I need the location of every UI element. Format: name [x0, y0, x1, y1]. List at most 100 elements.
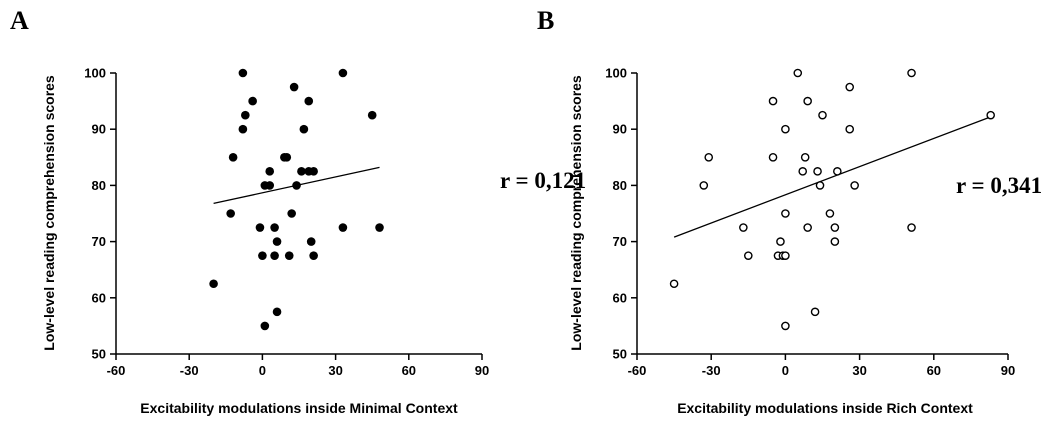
panel-b-x-tick-label: -60 — [628, 363, 647, 378]
panel-a: A Low-level reading comprehension scores… — [10, 6, 586, 416]
panel-a-data-point — [238, 124, 248, 134]
panel-b-x-tick-label: -30 — [702, 363, 721, 378]
panel-b-data-point — [781, 124, 790, 134]
panel-b-y-tick-label: 80 — [613, 178, 627, 193]
panel-b-data-point — [793, 68, 803, 78]
panel-a-data-point — [258, 251, 267, 260]
panel-b-x-tick-label: 90 — [1001, 363, 1015, 378]
panel-b-data-point — [798, 167, 808, 176]
panel-a-data-point — [255, 223, 265, 232]
panel-a-data-point — [289, 82, 299, 92]
panel-b-x-axis-title: Excitability modulations inside Rich Con… — [677, 400, 973, 416]
panel-b: B Low-level reading comprehension scores… — [537, 6, 1042, 416]
panel-a-data-point — [228, 153, 238, 162]
panel-b-data-point — [776, 237, 785, 246]
panel-a-y-axis-title: Low-level reading comprehension scores — [41, 75, 57, 351]
panel-b-data-point — [768, 152, 778, 162]
panel-b-data-point — [781, 321, 790, 331]
panel-b-data-point — [850, 181, 859, 190]
panel-b-data-point — [845, 124, 855, 134]
panel-b-data-point — [907, 68, 916, 78]
panel-b-data-point — [768, 96, 778, 106]
panel-a-y-tick-label: 80 — [92, 178, 106, 193]
panel-b-y-tick-label: 90 — [613, 122, 627, 137]
panel-b-data-point — [830, 237, 840, 246]
panel-a-data-point — [292, 181, 301, 190]
panel-a-x-tick-label: 90 — [475, 363, 489, 378]
panel-a-data-point — [226, 209, 235, 218]
panel-a-data-point — [306, 237, 316, 246]
panel-b-data-point — [825, 209, 835, 218]
panel-b-x-tick-label: 60 — [927, 363, 941, 378]
panel-b-y-tick-label: 50 — [613, 347, 627, 362]
panel-b-y-tick-label: 70 — [613, 234, 627, 249]
panel-a-data-point — [367, 110, 377, 120]
panel-b-data-point — [781, 209, 790, 218]
panel-a-letter: A — [10, 6, 29, 35]
panel-a-data-point — [209, 279, 218, 289]
panel-b-letter: B — [537, 6, 554, 35]
panel-a-data-point — [287, 209, 296, 218]
panel-a-data-point — [270, 251, 279, 260]
panel-a-y-tick-label: 50 — [92, 347, 106, 362]
panel-b-x-tick-label: 0 — [782, 363, 789, 378]
panel-a-data-point — [309, 167, 318, 176]
panel-a-x-tick-label: 0 — [259, 363, 266, 378]
panel-b-data-point — [800, 152, 810, 162]
panel-a-y-tick-label: 60 — [92, 290, 106, 305]
panel-b-data-point — [803, 223, 812, 232]
panel-a-x-axis-title: Excitability modulations inside Minimal … — [140, 400, 458, 416]
panel-b-data-point — [781, 251, 790, 260]
panel-b-data-point — [815, 181, 825, 190]
panel-a-y-tick-label: 70 — [92, 234, 106, 249]
panel-a-data-point — [272, 237, 282, 246]
panel-b-data-point — [704, 152, 714, 162]
panel-b-data-point — [845, 82, 855, 92]
panel-a-data-point — [284, 251, 294, 260]
panel-b-data-point — [830, 223, 840, 232]
panel-a-data-point — [309, 251, 318, 260]
panel-a-data-point — [241, 110, 250, 120]
panel-b-y-axis-title: Low-level reading comprehension scores — [568, 75, 584, 351]
panel-a-y-tick-label: 90 — [92, 122, 106, 137]
panel-a-data-point — [248, 96, 257, 106]
panel-b-x-tick-label: 30 — [852, 363, 866, 378]
panel-a-data-point — [282, 153, 292, 162]
panel-a-correlation-label: r = 0,121 — [500, 168, 586, 193]
panel-b-y-tick-label: 100 — [605, 66, 627, 81]
panel-b-data-point — [744, 251, 753, 260]
panel-a-data-point — [299, 124, 309, 134]
panel-a-data-point — [260, 321, 270, 331]
panel-a-data-point — [272, 307, 282, 317]
panel-a-data-point — [338, 223, 348, 232]
panel-a-y-tick-label: 100 — [84, 66, 106, 81]
panel-a-data-point — [265, 181, 275, 190]
panel-b-data-point — [818, 110, 827, 120]
panel-b-data-point — [669, 279, 679, 289]
panel-b-data-point — [833, 167, 842, 176]
panel-b-correlation-label: r = 0,341 — [956, 173, 1042, 198]
panel-a-x-tick-label: -60 — [107, 363, 126, 378]
panel-b-y-tick-label: 60 — [613, 290, 627, 305]
panel-a-data-point — [238, 68, 248, 78]
panel-b-regression-line — [673, 116, 991, 238]
panel-b-data-point — [986, 110, 995, 120]
panel-b-plot-area: -60 -30 0 30 60 90 50 60 70 80 90 100 — [605, 66, 1015, 379]
panel-b-data-point — [813, 167, 822, 176]
panel-a-x-tick-label: 30 — [328, 363, 342, 378]
panel-a-x-tick-label: 60 — [402, 363, 416, 378]
panel-a-data-point — [297, 167, 306, 176]
panel-b-data-point — [739, 223, 748, 232]
panel-a-data-point — [270, 223, 279, 232]
panel-b-data-point — [699, 181, 709, 190]
panel-b-data-point — [803, 96, 812, 106]
panel-a-x-tick-label: -30 — [180, 363, 199, 378]
panel-a-plot-area: -60 -30 0 30 60 90 50 60 70 80 90 100 — [84, 66, 489, 379]
panel-a-data-point — [304, 96, 314, 106]
panel-a-data-point — [338, 68, 348, 78]
panel-b-data-point — [810, 307, 820, 317]
panel-a-data-point — [375, 223, 384, 232]
panel-b-data-point — [907, 223, 916, 232]
panel-a-data-point — [265, 167, 275, 176]
